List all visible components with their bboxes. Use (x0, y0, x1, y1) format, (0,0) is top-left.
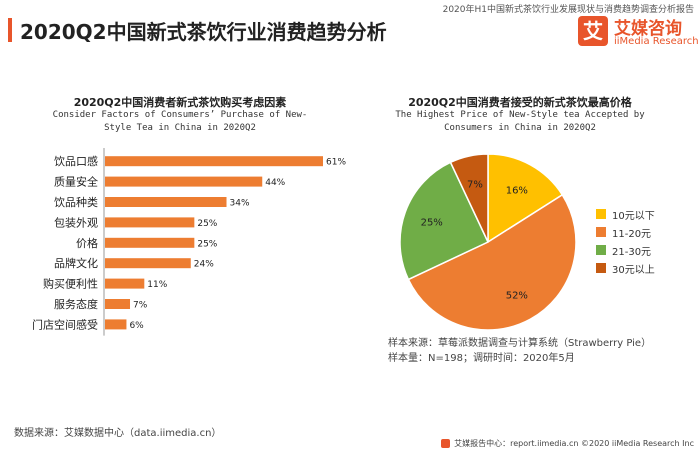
pie-value-label: 7% (467, 180, 483, 191)
sample-size-note: 样本量：N=198；调研时间：2020年5月 (388, 353, 575, 364)
footer-text: 艾媒报告中心：report.iimedia.cn ©2020 iiMedia R… (454, 439, 694, 448)
pie-chart-title: 2020Q2中国消费者接受的新式茶饮最高价格 (408, 96, 632, 109)
report-subtitle: 2020年H1中国新式茶饮行业发展现状与消费趋势调查分析报告 (442, 5, 694, 15)
logo-name-cn: 艾媒咨询 (614, 19, 682, 39)
bar-category-label: 质量安全 (54, 175, 98, 189)
bar (105, 258, 191, 269)
bar-chart: 饮品口感 61% 质量安全 44% 饮品种类 34% 包装外观 25% 价格 25% 品牌文化 24%… (32, 148, 346, 336)
bar (105, 217, 195, 228)
title-accent-bar (8, 18, 12, 42)
bar-chart-subtitle: Consider Factors of Consumers’ Purchase … (20, 109, 340, 135)
bar (105, 319, 127, 330)
bar-category-label: 购买便利性 (43, 277, 98, 291)
pie-value-label: 25% (421, 218, 443, 229)
legend-item: 30元以上 (596, 259, 655, 277)
legend-swatch (596, 245, 606, 255)
bar (105, 156, 323, 167)
bar-chart-subtitle-line1: Consider Factors of Consumers’ Purchase … (52, 110, 308, 120)
bar-category-label: 门店空间感受 (32, 317, 98, 331)
bar (105, 278, 145, 289)
bar (105, 237, 195, 248)
pie-chart-subtitle-line1: The Highest Price of New-Style tea Accep… (395, 110, 645, 120)
legend-label: 11-20元 (612, 228, 652, 240)
bar (105, 176, 263, 187)
page-title: 2020Q2中国新式茶饮行业消费趋势分析 (20, 20, 387, 44)
bar-value-label: 7% (133, 301, 148, 311)
bar-value-label: 6% (129, 321, 144, 331)
legend-swatch (596, 209, 606, 219)
bar-category-label: 价格 (76, 236, 98, 250)
pie-chart: 16% 52% 25% 7% (399, 153, 577, 331)
sample-source-note: 样本来源：草莓派数据调查与计算系统（Strawberry Pie） (388, 338, 652, 349)
legend-item: 10元以下 (596, 205, 655, 223)
legend-swatch (596, 227, 606, 237)
bar-value-label: 25% (197, 239, 217, 249)
bar-value-label: 44% (265, 178, 285, 188)
logo-name-en: iiMedia Research (614, 36, 699, 47)
report-center-icon (441, 439, 451, 448)
legend-label: 30元以上 (612, 264, 655, 276)
bar-category-label: 包装外观 (54, 216, 98, 229)
bar-category-label: 服务态度 (54, 297, 98, 311)
bar-value-label: 34% (230, 199, 250, 209)
bar (105, 197, 227, 207)
bar-value-label: 24% (194, 260, 214, 270)
pie-chart-subtitle: The Highest Price of New-Style tea Accep… (370, 109, 670, 135)
bar-chart-subtitle-line2: Style Tea in China in 2020Q2 (104, 123, 256, 133)
bar-value-label: 11% (147, 280, 167, 290)
footer: 艾媒报告中心：report.iimedia.cn ©2020 iiMedia R… (441, 438, 694, 449)
bar-value-label: 25% (197, 219, 217, 229)
bar-value-label: 61% (326, 158, 346, 168)
legend-label: 21-30元 (612, 246, 652, 258)
pie-legend: 10元以下 11-20元 21-30元 30元以上 (596, 205, 655, 277)
iimedia-logo: 艾 艾媒咨询 iiMedia Research (578, 14, 699, 56)
bar-category-label: 品牌文化 (54, 256, 98, 270)
legend-swatch (596, 263, 606, 273)
legend-label: 10元以下 (612, 210, 655, 222)
pie-slice (399, 161, 489, 281)
pie-value-label: 52% (506, 290, 528, 301)
legend-item: 11-20元 (596, 223, 655, 241)
logo-mark: 艾 (578, 16, 608, 46)
legend-item: 21-30元 (596, 241, 655, 259)
bar-chart-title: 2020Q2中国消费者新式茶饮购买考虑因素 (73, 96, 287, 109)
bar-category-label: 饮品种类 (54, 195, 98, 209)
pie-slice (449, 153, 489, 243)
data-source: 数据来源：艾媒数据中心（data.iimedia.cn） (14, 428, 222, 439)
pie-slice (487, 153, 564, 244)
pie-chart-subtitle-line2: Consumers in China in 2020Q2 (444, 123, 596, 133)
pie-slice (407, 193, 577, 331)
bar-category-label: 饮品口感 (54, 155, 98, 168)
pie-value-label: 16% (506, 186, 528, 197)
bar (105, 299, 131, 309)
